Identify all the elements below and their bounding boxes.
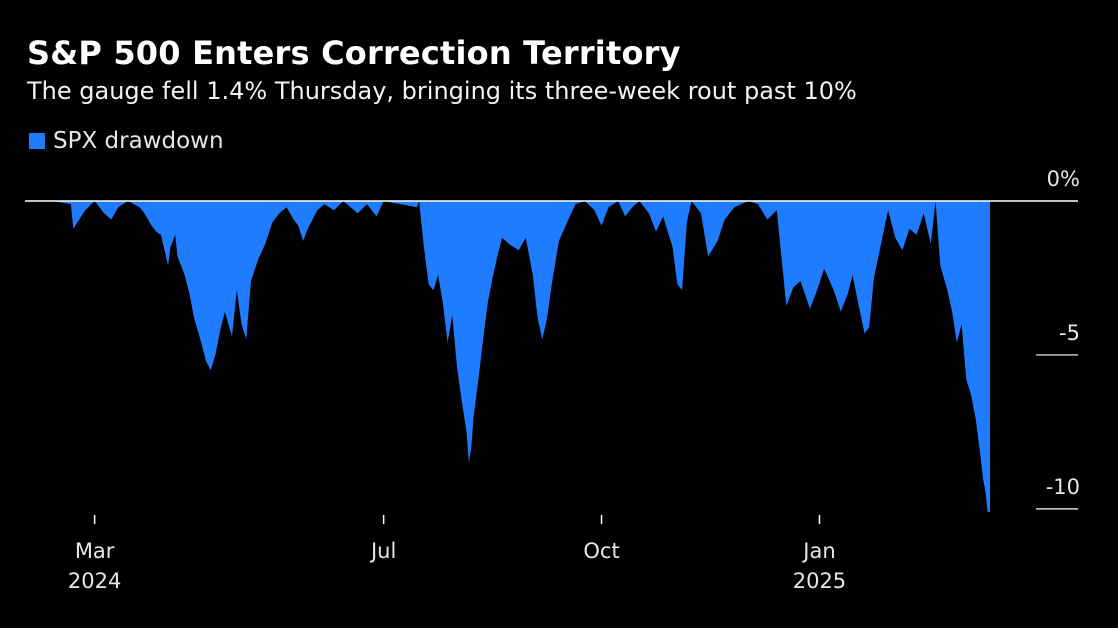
area-layer: [52, 201, 990, 512]
y-tick-label: -10: [1046, 475, 1080, 499]
x-tick-year-label: 2024: [68, 569, 121, 593]
axis-layer: 0% -5 -10 Mar 2024 Jul Oct Jan 2025: [25, 167, 1080, 593]
x-tick-label: Oct: [583, 539, 619, 563]
y-tick-label: 0%: [1047, 167, 1080, 191]
drawdown-area: [52, 201, 990, 512]
x-tick-label: Jul: [369, 539, 396, 563]
chart-title: S&P 500 Enters Correction Territory: [27, 34, 681, 72]
x-tick-label: Mar: [75, 539, 115, 563]
legend-label: SPX drawdown: [53, 128, 224, 154]
legend: SPX drawdown: [29, 128, 224, 154]
chart-subtitle: The gauge fell 1.4% Thursday, bringing i…: [27, 77, 857, 105]
x-tick-year-label: 2025: [793, 569, 846, 593]
legend-swatch: [29, 133, 45, 149]
y-tick-label: -5: [1059, 321, 1080, 345]
x-tick-label: Jan: [801, 539, 835, 563]
